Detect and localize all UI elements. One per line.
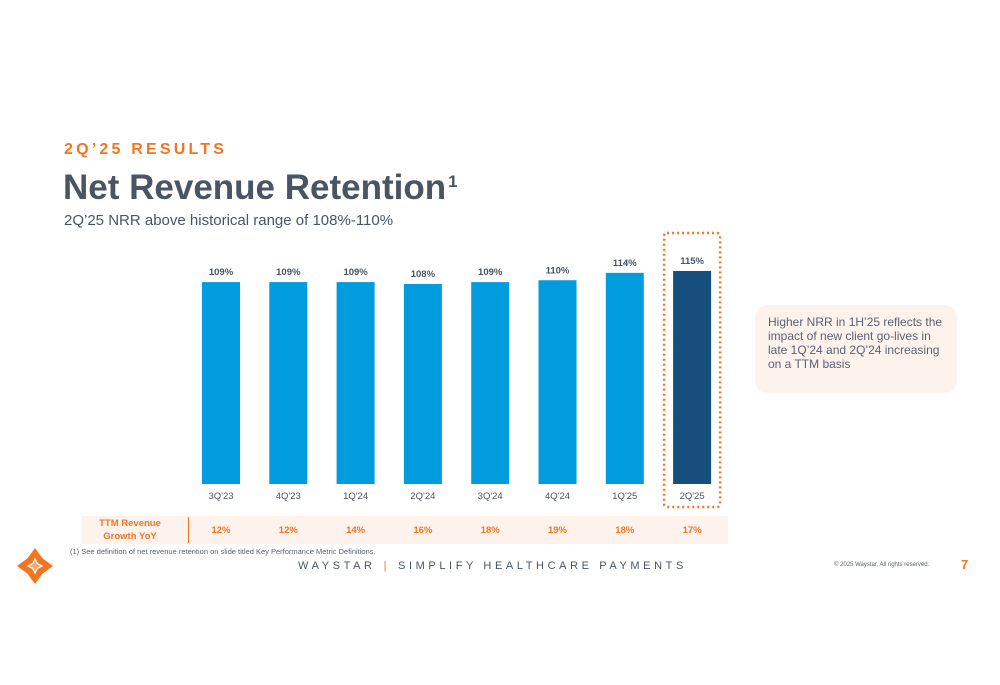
waystar-logo-icon [16, 547, 54, 585]
footnote: (1) See definition of net revenue retent… [70, 547, 376, 556]
bar-value-label: 109% [343, 267, 368, 278]
x-tick-label: 3Q'23 [208, 491, 233, 502]
insight-callout: Higher NRR in 1H’25 reflects the impact … [755, 305, 957, 393]
x-tick-label: 2Q'25 [680, 491, 705, 502]
bar-3Q'23 [202, 282, 240, 484]
title-text: Net Revenue Retention [63, 168, 447, 207]
ttm-row-label: TTM Revenue Growth YoY [86, 517, 174, 543]
ttm-row-background [82, 516, 728, 544]
section-eyebrow: 2Q’25 RESULTS [64, 141, 228, 158]
bar-value-label: 115% [680, 256, 704, 267]
x-tick-label: 4Q'23 [276, 491, 301, 502]
tagline-text: SIMPLIFY HEALTHCARE PAYMENTS [398, 560, 687, 572]
bar-1Q'25 [605, 272, 644, 484]
highlight-outline [662, 231, 722, 509]
bar-4Q'24 [538, 280, 577, 484]
bar-value-label: 114% [613, 258, 637, 269]
bar-1Q'24 [336, 282, 375, 484]
brand-name: WAYSTAR [298, 560, 376, 572]
ttm-label-line1: TTM Revenue [99, 518, 161, 529]
copyright: © 2025 Waystar. All rights reserved. [834, 562, 930, 568]
ttm-value: 16% [413, 525, 433, 536]
page-subtitle: 2Q’25 NRR above historical range of 108%… [64, 212, 394, 229]
ttm-value: 12% [211, 525, 231, 536]
bar-2Q'24 [403, 283, 442, 484]
bar-value-label: 108% [411, 269, 436, 280]
footer-tagline: WAYSTAR | SIMPLIFY HEALTHCARE PAYMENTS [298, 560, 687, 572]
page-number: 7 [961, 557, 969, 572]
x-tick-label: 3Q'24 [478, 491, 503, 502]
tagline-separator: | [383, 560, 391, 572]
bar-value-label: 109% [478, 267, 503, 278]
ttm-value: 18% [480, 525, 500, 536]
ttm-value: 12% [278, 525, 298, 536]
x-tick-label: 1Q'25 [612, 491, 637, 502]
ttm-value: 17% [682, 525, 702, 536]
ttm-value: 19% [547, 525, 567, 536]
bar-4Q'23 [269, 282, 308, 484]
bar-2Q'25 [673, 271, 712, 484]
x-tick-label: 2Q'24 [410, 491, 435, 502]
x-tick-label: 1Q'24 [343, 491, 368, 502]
ttm-label-line2: Growth YoY [103, 531, 157, 542]
bar-value-label: 109% [209, 267, 234, 278]
title-footnote-marker: 1 [448, 172, 458, 191]
bar-value-label: 109% [276, 267, 301, 278]
ttm-value: 18% [615, 525, 635, 536]
ttm-value: 14% [346, 525, 366, 536]
page-title: Net Revenue Retention 1 [63, 168, 458, 208]
x-tick-label: 4Q'24 [545, 491, 570, 502]
bar-3Q'24 [471, 282, 510, 484]
bar-value-label: 110% [546, 265, 570, 276]
ttm-divider [188, 517, 189, 543]
